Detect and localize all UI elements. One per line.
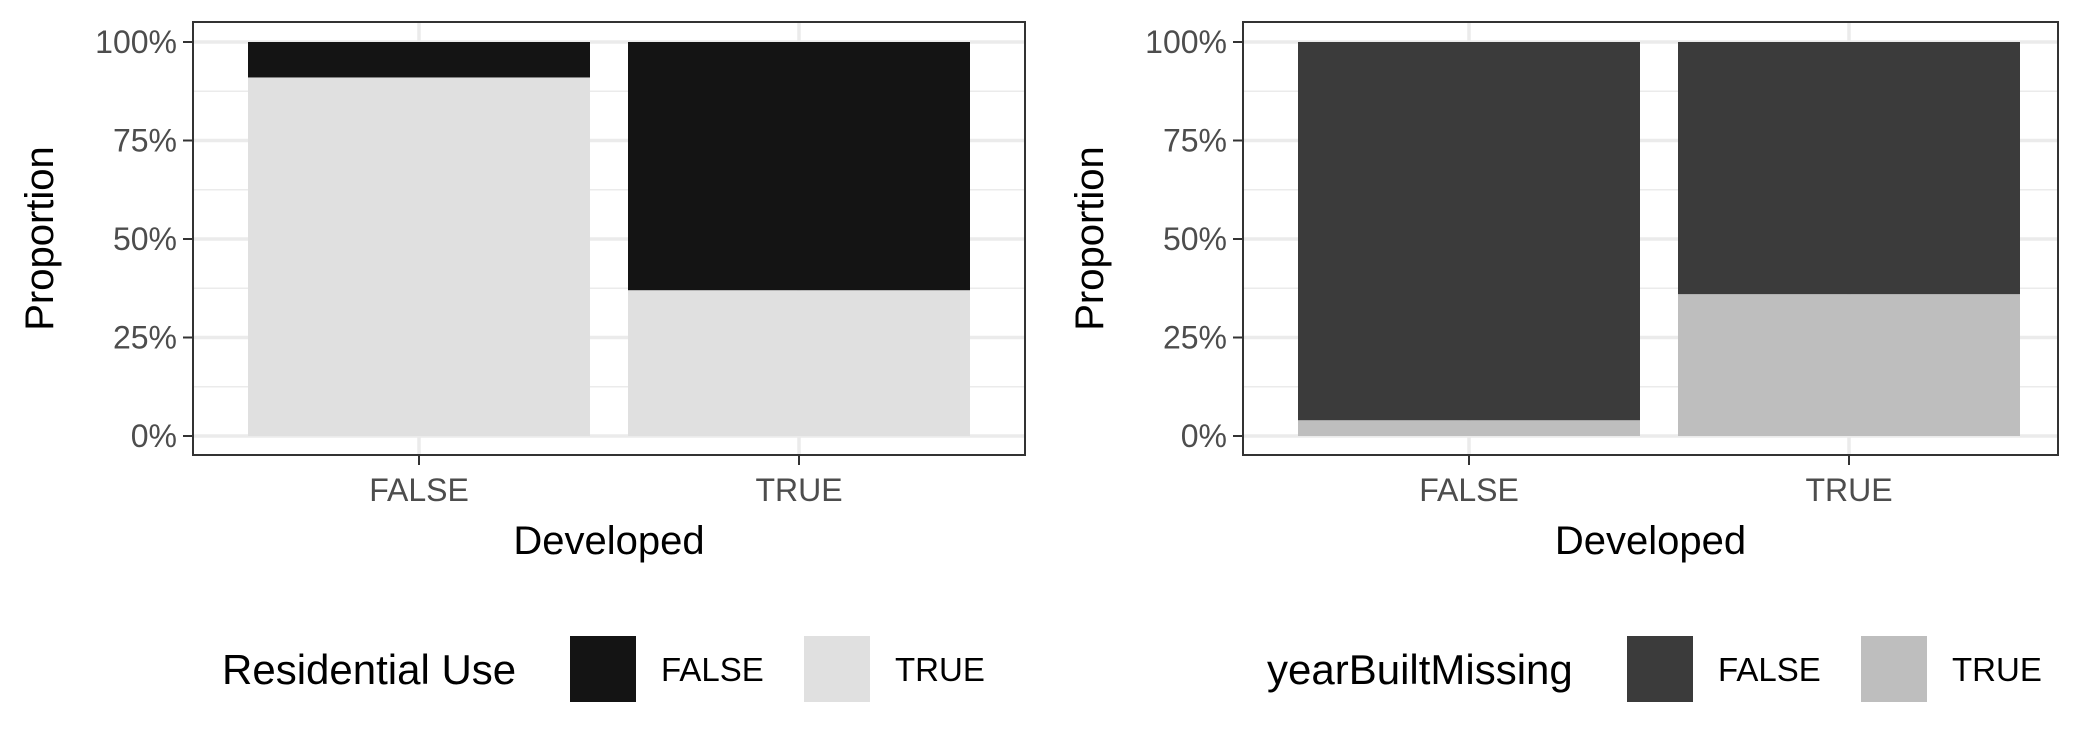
bar-segment — [1298, 42, 1640, 421]
legend: yearBuiltMissing FALSE TRUE — [1267, 636, 2042, 702]
chart-panel-2: 0% 25% 50% 75% 100% FALSE TRUE Developed Proport… — [1068, 21, 2059, 702]
bar-segment — [248, 42, 590, 78]
legend-swatch — [804, 636, 870, 702]
y-tick-label: 0% — [131, 418, 177, 454]
y-tick-label: 100% — [1145, 24, 1227, 60]
y-tick-label: 75% — [1163, 123, 1227, 159]
x-tick-label: FALSE — [1419, 472, 1519, 508]
legend-swatch — [570, 636, 636, 702]
y-axis-title: Proportion — [1068, 146, 1112, 331]
legend-label: FALSE — [1718, 651, 1821, 688]
bar-segment — [1678, 294, 2020, 436]
x-tick-label: FALSE — [369, 472, 469, 508]
y-tick-label: 50% — [1163, 221, 1227, 257]
legend-title: yearBuiltMissing — [1267, 646, 1573, 693]
x-axis-title: Developed — [513, 519, 704, 563]
y-axis-title: Proportion — [18, 146, 62, 331]
y-tick-label: 75% — [113, 123, 177, 159]
legend-label: TRUE — [1952, 651, 2042, 688]
legend-title: Residential Use — [222, 646, 516, 693]
y-tick-label: 50% — [113, 221, 177, 257]
chart-panel-1: 0% 25% 50% 75% 100% FALSE TRUE Developed Proport… — [18, 21, 1026, 702]
bar-segment — [1298, 420, 1640, 436]
y-tick-label: 0% — [1181, 418, 1227, 454]
legend: Residential Use FALSE TRUE — [222, 636, 985, 702]
x-tick-label: TRUE — [755, 472, 842, 508]
legend-swatch — [1861, 636, 1927, 702]
x-tick-label: TRUE — [1805, 472, 1892, 508]
legend-swatch — [1627, 636, 1693, 702]
y-tick-label: 25% — [113, 320, 177, 356]
bar-segment — [1678, 42, 2020, 295]
legend-label: FALSE — [661, 651, 764, 688]
legend-label: TRUE — [895, 651, 985, 688]
y-tick-label: 100% — [95, 24, 177, 60]
y-tick-label: 25% — [1163, 320, 1227, 356]
bar-segment — [628, 42, 970, 291]
x-axis-title: Developed — [1555, 519, 1746, 563]
bar-segment — [248, 77, 590, 437]
bar-segment — [628, 290, 970, 436]
